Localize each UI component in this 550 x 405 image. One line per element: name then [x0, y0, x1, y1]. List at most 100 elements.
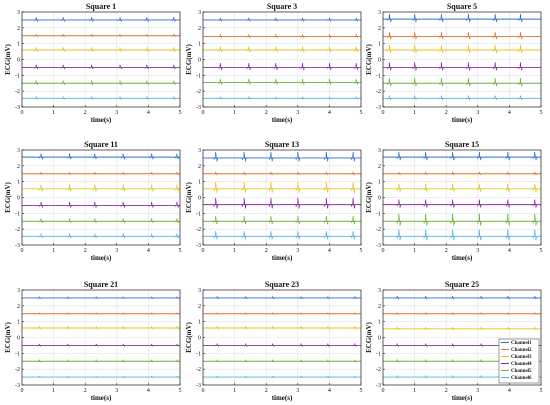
y-tick-label: 3 [17, 148, 20, 154]
x-axis-label: time(s) [452, 116, 473, 124]
x-tick-label: 2 [445, 388, 448, 394]
chart-panel: 0 1 2 3 4 5 -3 -2 -1 0 1 2 3 Square 25 time(s) ECG(mV) C… [365, 280, 543, 402]
y-tick-label: 1 [378, 320, 381, 326]
series-line-channel2 [22, 172, 180, 175]
series-line-channel4 [22, 64, 180, 70]
y-tick-label: 3 [17, 10, 20, 16]
y-axis-label: ECG(mV) [185, 321, 193, 352]
series-line-channel4 [383, 199, 541, 208]
x-tick-label: 1 [413, 388, 416, 394]
y-tick-label: 2 [378, 164, 381, 170]
x-tick-label: 1 [233, 248, 236, 254]
x-tick-label: 5 [179, 248, 182, 254]
x-tick-label: 1 [52, 248, 55, 254]
x-tick-label: 2 [84, 248, 87, 254]
x-tick-label: 0 [382, 248, 385, 254]
y-tick-label: -3 [196, 383, 201, 389]
panel-title: Square 15 [445, 140, 479, 149]
panel-title: Square 23 [265, 280, 299, 289]
x-tick-label: 0 [21, 110, 24, 116]
series-line-channel1 [203, 17, 361, 22]
x-axis-label: time(s) [272, 116, 293, 124]
y-tick-label: 0 [17, 336, 20, 342]
y-tick-label: 0 [378, 196, 381, 202]
x-axis-label: time(s) [272, 254, 293, 262]
y-tick-label: -3 [196, 243, 201, 249]
series-line-channel1 [383, 151, 541, 161]
x-tick-label: 2 [84, 388, 87, 394]
series-line-channel1 [22, 296, 180, 299]
y-axis-label: ECG(mV) [185, 181, 193, 212]
y-axis-label: ECG(mV) [4, 321, 12, 352]
y-tick-label: -1 [196, 211, 201, 217]
series-line-channel4 [203, 197, 361, 209]
series-line-channel5 [22, 359, 180, 363]
y-axis-label: ECG(mV) [4, 43, 12, 74]
x-tick-label: 4 [328, 388, 331, 394]
x-tick-label: 1 [52, 388, 55, 394]
y-tick-label: 3 [378, 288, 381, 294]
y-tick-label: 1 [378, 180, 381, 186]
x-tick-label: 3 [476, 248, 479, 254]
y-axis-label: ECG(mV) [365, 181, 373, 212]
x-axis-label: time(s) [91, 116, 112, 124]
y-tick-label: 3 [198, 148, 201, 154]
panel-title: Square 13 [265, 140, 299, 149]
series-line-channel1 [22, 17, 180, 22]
series-line-channel2 [203, 171, 361, 176]
legend-box [498, 338, 540, 384]
series-line-channel4 [22, 201, 180, 208]
y-tick-label: -1 [15, 73, 20, 79]
series-line-channel6 [203, 375, 361, 379]
y-tick-label: 1 [198, 180, 201, 186]
series-line-channel6 [383, 229, 541, 241]
y-tick-label: -1 [376, 351, 381, 357]
x-tick-label: 4 [147, 110, 150, 116]
series-line-channel6 [203, 231, 361, 240]
x-tick-label: 2 [265, 388, 268, 394]
y-tick-label: -3 [376, 383, 381, 389]
series-line-channel5 [22, 80, 180, 86]
panel-title: Square 25 [445, 280, 479, 289]
y-tick-label: 2 [198, 164, 201, 170]
y-tick-label: -2 [15, 89, 20, 95]
x-tick-label: 4 [508, 110, 511, 116]
y-tick-label: -2 [15, 227, 20, 233]
x-tick-label: 5 [179, 388, 182, 394]
panel-title: Square 21 [84, 280, 118, 289]
y-tick-label: -1 [196, 73, 201, 79]
series-line-channel6 [203, 96, 361, 100]
x-tick-label: 0 [202, 110, 205, 116]
series-line-channel1 [203, 151, 361, 162]
y-tick-label: -1 [376, 211, 381, 217]
series-line-channel4 [22, 343, 180, 347]
y-tick-label: 2 [198, 26, 201, 32]
series-line-channel2 [203, 34, 361, 39]
legend: Channel1 Channel2 Channel3 Channel4 Channel5… [498, 338, 540, 384]
x-tick-label: 5 [360, 110, 363, 116]
x-tick-label: 3 [115, 110, 118, 116]
x-tick-label: 3 [476, 388, 479, 394]
y-tick-label: -2 [196, 89, 201, 95]
y-tick-label: 2 [17, 164, 20, 170]
x-axis-label: time(s) [91, 254, 112, 262]
series-line-channel2 [383, 32, 541, 40]
panel-title: Square 1 [86, 2, 116, 11]
x-tick-label: 5 [360, 388, 363, 394]
panel-title: Square 5 [447, 2, 477, 11]
y-tick-label: -1 [196, 351, 201, 357]
y-tick-label: 0 [378, 336, 381, 342]
y-tick-label: 0 [378, 58, 381, 64]
series-line-channel6 [22, 96, 180, 100]
y-tick-label: -3 [376, 243, 381, 249]
chart-panel: 0 1 2 3 4 5 -3 -2 -1 0 1 2 3 Square 23 time(s) ECG(mV) [185, 280, 363, 402]
y-tick-label: 2 [17, 26, 20, 32]
y-axis-label: ECG(mV) [185, 43, 193, 74]
y-tick-label: 0 [17, 196, 20, 202]
y-tick-label: 2 [198, 304, 201, 310]
x-tick-label: 5 [179, 110, 182, 116]
series-line-channel4 [203, 63, 361, 71]
x-tick-label: 0 [21, 248, 24, 254]
x-tick-label: 0 [202, 388, 205, 394]
series-line-channel5 [22, 218, 180, 224]
